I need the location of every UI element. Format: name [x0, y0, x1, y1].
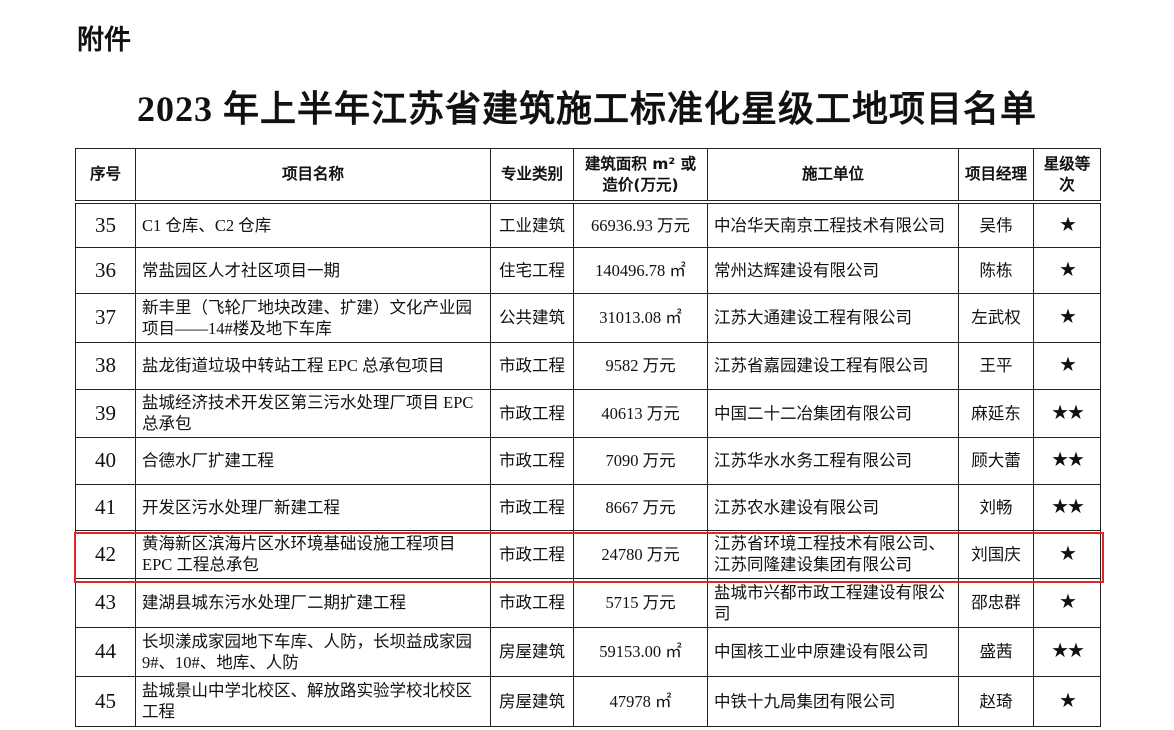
- category: 住宅工程: [490, 246, 574, 294]
- category: 公共建筑: [490, 292, 574, 343]
- area-or-cost: 40613 万元: [573, 388, 708, 438]
- header-manager: 项目经理: [958, 148, 1034, 203]
- project-name: 盐城景山中学北校区、解放路实验学校北校区工程: [135, 675, 491, 727]
- star-rating: ★: [1033, 292, 1101, 343]
- category: 市政工程: [490, 436, 574, 485]
- contractor: 中铁十九局集团有限公司: [707, 675, 959, 727]
- project-name: C1 仓库、C2 仓库: [135, 201, 491, 248]
- project-manager: 盛茜: [958, 626, 1034, 677]
- project-manager: 赵琦: [958, 675, 1034, 727]
- row-number: 42: [75, 529, 136, 579]
- header-value: 建筑面积 m² 或造价(万元): [573, 148, 708, 203]
- area-or-cost: 5715 万元: [573, 577, 708, 628]
- project-name: 开发区污水处理厂新建工程: [135, 483, 491, 531]
- contractor: 中冶华天南京工程技术有限公司: [707, 201, 959, 248]
- area-or-cost: 7090 万元: [573, 436, 708, 485]
- star-rating: ★: [1033, 246, 1101, 294]
- row-number: 44: [75, 626, 136, 677]
- contractor: 江苏农水建设有限公司: [707, 483, 959, 531]
- project-name: 长坝漾成家园地下车库、人防，长坝益成家园 9#、10#、地库、人防: [135, 626, 491, 677]
- area-or-cost: 9582 万元: [573, 341, 708, 390]
- contractor: 常州达辉建设有限公司: [707, 246, 959, 294]
- header-name: 项目名称: [135, 148, 491, 203]
- project-manager: 麻延东: [958, 388, 1034, 438]
- row-number: 39: [75, 388, 136, 438]
- contractor: 江苏华水水务工程有限公司: [707, 436, 959, 485]
- project-name: 合德水厂扩建工程: [135, 436, 491, 485]
- row-number: 37: [75, 292, 136, 343]
- area-or-cost: 24780 万元: [573, 529, 708, 579]
- area-or-cost: 66936.93 万元: [573, 201, 708, 248]
- project-manager: 王平: [958, 341, 1034, 390]
- project-manager: 左武权: [958, 292, 1034, 343]
- project-manager: 刘畅: [958, 483, 1034, 531]
- header-unit: 施工单位: [707, 148, 959, 203]
- project-manager: 刘国庆: [958, 529, 1034, 579]
- table-row: 42 黄海新区滨海片区水环境基础设施工程项目 EPC 工程总承包 市政工程 24780…: [75, 529, 1101, 579]
- table-row: 37 新丰里（飞轮厂地块改建、扩建）文化产业园项目——14#楼及地下车库 公共建筑 3…: [75, 292, 1101, 343]
- star-rating: ★★: [1033, 436, 1101, 485]
- contractor: 江苏省嘉园建设工程有限公司: [707, 341, 959, 390]
- project-name: 建湖县城东污水处理厂二期扩建工程: [135, 577, 491, 628]
- project-manager: 吴伟: [958, 201, 1034, 248]
- category: 市政工程: [490, 341, 574, 390]
- project-name: 常盐园区人才社区项目一期: [135, 246, 491, 294]
- star-rating: ★★: [1033, 626, 1101, 677]
- project-manager: 陈栋: [958, 246, 1034, 294]
- table-row: 40 合德水厂扩建工程 市政工程 7090 万元 江苏华水水务工程有限公司 顾大蕾 ★★: [75, 436, 1101, 485]
- area-or-cost: 8667 万元: [573, 483, 708, 531]
- table-row: 35 C1 仓库、C2 仓库 工业建筑 66936.93 万元 中冶华天南京工程技术有限…: [75, 201, 1101, 248]
- row-number: 43: [75, 577, 136, 628]
- project-manager: 顾大蕾: [958, 436, 1034, 485]
- table-row: 38 盐龙街道垃圾中转站工程 EPC 总承包项目 市政工程 9582 万元 江苏省嘉园建…: [75, 341, 1101, 390]
- contractor: 江苏省环境工程技术有限公司、江苏同隆建设集团有限公司: [707, 529, 959, 579]
- row-number: 45: [75, 675, 136, 727]
- contractor: 江苏大通建设工程有限公司: [707, 292, 959, 343]
- category: 市政工程: [490, 483, 574, 531]
- row-number: 41: [75, 483, 136, 531]
- table-row: 39 盐城经济技术开发区第三污水处理厂项目 EPC 总承包 市政工程 40613 万元…: [75, 388, 1101, 438]
- star-rating: ★: [1033, 529, 1101, 579]
- area-or-cost: 47978 ㎡: [573, 675, 708, 727]
- area-or-cost: 59153.00 ㎡: [573, 626, 708, 677]
- project-table: 序号 项目名称 专业类别 建筑面积 m² 或造价(万元) 施工单位 项目经理 星…: [75, 148, 1101, 727]
- attachment-label: 附件: [77, 25, 131, 56]
- table-row: 43 建湖县城东污水处理厂二期扩建工程 市政工程 5715 万元 盐城市兴都市政工程建设…: [75, 577, 1101, 628]
- header-no: 序号: [75, 148, 136, 203]
- category: 房屋建筑: [490, 626, 574, 677]
- area-or-cost: 140496.78 ㎡: [573, 246, 708, 294]
- project-name: 盐龙街道垃圾中转站工程 EPC 总承包项目: [135, 341, 491, 390]
- header-type: 专业类别: [490, 148, 574, 203]
- row-number: 36: [75, 246, 136, 294]
- header-stars: 星级等次: [1033, 148, 1101, 203]
- table-header-row: 序号 项目名称 专业类别 建筑面积 m² 或造价(万元) 施工单位 项目经理 星…: [75, 148, 1101, 203]
- project-manager: 邵忠群: [958, 577, 1034, 628]
- table-row: 41 开发区污水处理厂新建工程 市政工程 8667 万元 江苏农水建设有限公司 刘畅 ★★: [75, 483, 1101, 531]
- star-rating: ★: [1033, 675, 1101, 727]
- star-rating: ★: [1033, 341, 1101, 390]
- contractor: 中国二十二冶集团有限公司: [707, 388, 959, 438]
- project-name: 新丰里（飞轮厂地块改建、扩建）文化产业园项目——14#楼及地下车库: [135, 292, 491, 343]
- row-number: 35: [75, 201, 136, 248]
- category: 市政工程: [490, 529, 574, 579]
- row-number: 38: [75, 341, 136, 390]
- star-rating: ★: [1033, 577, 1101, 628]
- area-or-cost: 31013.08 ㎡: [573, 292, 708, 343]
- category: 工业建筑: [490, 201, 574, 248]
- document-title: 2023 年上半年江苏省建筑施工标准化星级工地项目名单: [136, 89, 1037, 129]
- contractor: 盐城市兴都市政工程建设有限公司: [707, 577, 959, 628]
- row-number: 40: [75, 436, 136, 485]
- category: 市政工程: [490, 577, 574, 628]
- contractor: 中国核工业中原建设有限公司: [707, 626, 959, 677]
- category: 房屋建筑: [490, 675, 574, 727]
- table-row: 44 长坝漾成家园地下车库、人防，长坝益成家园 9#、10#、地库、人防 房屋建筑 5…: [75, 626, 1101, 677]
- project-name: 盐城经济技术开发区第三污水处理厂项目 EPC 总承包: [135, 388, 491, 438]
- star-rating: ★★: [1033, 388, 1101, 438]
- star-rating: ★★: [1033, 483, 1101, 531]
- star-rating: ★: [1033, 201, 1101, 248]
- category: 市政工程: [490, 388, 574, 438]
- project-name: 黄海新区滨海片区水环境基础设施工程项目 EPC 工程总承包: [135, 529, 491, 579]
